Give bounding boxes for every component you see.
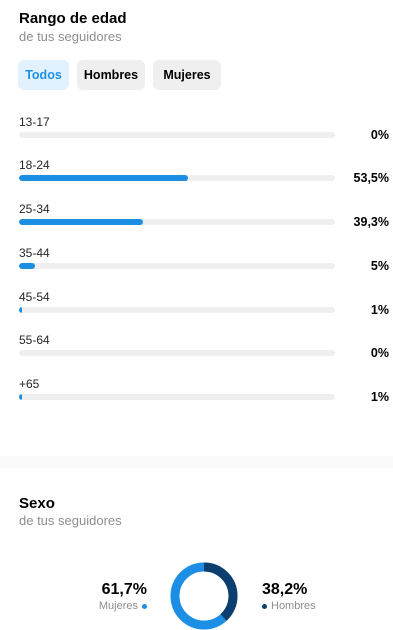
age-section-title: Rango de edad — [19, 10, 127, 27]
age-percentage: 5% — [370, 259, 389, 273]
age-bar-track — [19, 307, 335, 313]
age-section-subtitle: de tus seguidores — [19, 29, 122, 44]
age-percentage: 0% — [370, 128, 389, 142]
age-row-18-24: 18-24 53,5% — [19, 158, 389, 198]
age-bar-fill — [19, 219, 144, 225]
sex-section-title: Sexo — [19, 495, 55, 512]
age-range-label: +65 — [19, 377, 40, 391]
age-range-label: 35-44 — [19, 246, 50, 260]
sex-section-subtitle: de tus seguidores — [19, 513, 122, 528]
women-dot-icon — [142, 603, 147, 609]
age-bar-track — [19, 175, 335, 181]
age-row-45-54: 45-54 1% — [19, 290, 389, 330]
age-range-label: 45-54 — [19, 290, 50, 304]
men-dot-icon — [262, 603, 267, 609]
age-row-55-64: 55-64 0% — [19, 333, 389, 373]
age-percentage: 1% — [370, 303, 389, 317]
age-percentage: 39,3% — [353, 215, 389, 229]
age-bar-track — [19, 350, 335, 356]
age-percentage: 0% — [370, 346, 389, 360]
age-filter-tabs: Todos Hombres Mujeres — [18, 60, 221, 90]
section-divider — [0, 456, 393, 468]
age-row-35-44: 35-44 5% — [19, 246, 389, 286]
age-row-65-plus: +65 1% — [19, 377, 389, 417]
filter-mujeres-chip[interactable]: Mujeres — [153, 60, 221, 90]
age-bar-track — [19, 219, 335, 225]
age-range-label: 18-24 — [19, 158, 50, 172]
men-legend: Hombres — [262, 600, 316, 612]
filter-todos-chip[interactable]: Todos — [18, 60, 69, 90]
men-percentage: 38,2% — [262, 581, 308, 598]
sex-donut-chart — [170, 562, 238, 630]
age-percentage: 1% — [370, 390, 389, 404]
age-bar-fill — [19, 394, 23, 400]
age-percentage: 53,5% — [353, 171, 389, 185]
women-stat: 61,7% Mujeres — [99, 581, 147, 612]
age-bar-track — [19, 263, 335, 269]
age-bar-fill — [19, 307, 23, 313]
age-bar-track — [19, 394, 335, 400]
women-percentage: 61,7% — [101, 581, 147, 598]
age-bar-track — [19, 132, 335, 138]
women-legend: Mujeres — [99, 600, 147, 612]
men-stat: 38,2% Hombres — [262, 581, 316, 612]
age-row-25-34: 25-34 39,3% — [19, 202, 389, 242]
men-label: Hombres — [271, 600, 316, 612]
women-label: Mujeres — [98, 600, 138, 612]
age-row-13-17: 13-17 0% — [19, 115, 389, 155]
age-range-label: 25-34 — [19, 202, 50, 216]
filter-hombres-chip[interactable]: Hombres — [77, 60, 145, 90]
donut-men-arc — [170, 562, 238, 630]
age-range-label: 13-17 — [19, 115, 50, 129]
age-bar-fill — [19, 263, 35, 269]
age-bar-fill — [19, 175, 189, 181]
age-range-label: 55-64 — [19, 333, 50, 347]
